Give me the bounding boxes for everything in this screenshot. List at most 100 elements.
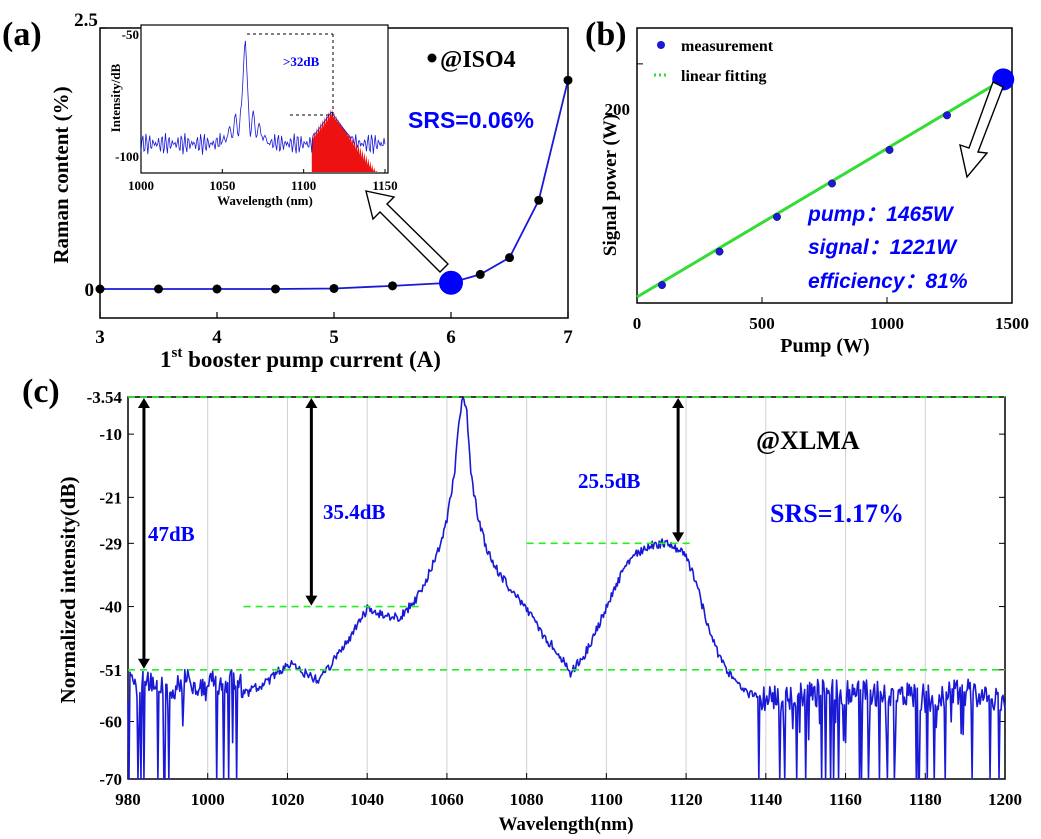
inset-annotation: >32dB	[283, 54, 320, 69]
x-tick-label-a: 3	[95, 327, 105, 348]
y-tick-label-c: -29	[99, 534, 122, 553]
legend-label-fit: linear fitting	[681, 68, 766, 85]
data-point-a	[95, 284, 105, 294]
srs-annotation-a: SRS=0.06%	[408, 107, 534, 133]
measurement-point-b	[942, 111, 952, 120]
data-point-a	[563, 75, 573, 85]
data-point-a	[329, 283, 339, 293]
y-tick-label-c: -10	[99, 425, 122, 444]
y-tick-label-c: -70	[99, 770, 122, 789]
data-point-a	[534, 195, 544, 205]
axes-frame-c	[127, 396, 1006, 780]
data-point-a	[388, 281, 397, 291]
panel-label-b: (b)	[585, 16, 627, 53]
x-tick-label-c: 1060	[430, 790, 464, 809]
legend-text-a: @ISO4	[440, 47, 516, 73]
arrow-label-25db: 25.5dB	[578, 469, 640, 493]
inset-x-axis-label: Wavelength (nm)	[217, 193, 313, 208]
legend-text-c: @XLMA	[756, 426, 860, 455]
data-point-a	[212, 284, 222, 294]
x-axis-label-b: Pump (W)	[780, 335, 869, 357]
x-tick-label-c: 1100	[590, 790, 623, 809]
x-tick-label-a: 7	[563, 327, 573, 348]
y-tick-label-c: -51	[99, 661, 122, 680]
inset-spectrum-line	[140, 40, 386, 155]
data-point-a	[475, 269, 485, 279]
callout-arrow-b	[959, 81, 1004, 179]
srs-annotation-c: SRS=1.17%	[770, 499, 904, 528]
x-tick-label-b: 1500	[995, 314, 1029, 333]
y-tick-label-a: 0	[85, 280, 95, 301]
x-tick-label-a: 6	[446, 327, 456, 348]
legend-marker-measurement	[657, 41, 665, 49]
data-point-a	[271, 284, 280, 294]
arrow-head-top-c	[305, 398, 318, 408]
legend-marker-a	[427, 53, 437, 63]
x-axis-label-a: 1st booster pump current (A)	[160, 345, 441, 372]
y-tick-label-c: -3.54	[87, 388, 123, 407]
inset-y-axis-label: Intensity/dB	[108, 63, 123, 132]
inset-x-tick-label: 1050	[209, 178, 235, 193]
y-tick-label-b: 200	[605, 100, 631, 119]
measurement-point-b	[827, 179, 837, 188]
y-tick-label-c: -40	[99, 598, 122, 617]
y-tick-label-c: -21	[99, 488, 122, 507]
arrow-label-47db: 47dB	[148, 522, 195, 546]
x-axis-label-c: Wavelength(nm)	[498, 814, 633, 835]
x-tick-label-c: 1200	[988, 790, 1022, 809]
x-tick-label-c: 1160	[829, 790, 862, 809]
arrow-head-top-c	[672, 398, 685, 408]
arrow-head-bottom-c	[305, 595, 318, 606]
x-tick-label-b: 500	[749, 314, 775, 333]
arrow-head-top-c	[137, 398, 150, 408]
annotation-efficiency-b: efficiency：81%	[808, 270, 968, 293]
x-tick-label-c: 1080	[510, 790, 544, 809]
annotation-pump-b: pump：1465W	[807, 203, 955, 226]
inset-x-tick-label: 1100	[291, 178, 316, 193]
arrow-label-35db: 35.4dB	[323, 500, 385, 524]
legend-label-measurement: measurement	[681, 38, 774, 55]
panel-label-c: (c)	[22, 373, 60, 410]
x-tick-label-c: 1040	[350, 790, 384, 809]
inset-y-tick-label: -100	[115, 149, 139, 164]
data-point-a	[505, 253, 514, 263]
inset-y-tick-label: -50	[122, 27, 139, 42]
x-tick-label-c: 1020	[270, 790, 304, 809]
y-axis-label-a: Raman content (%)	[49, 86, 73, 263]
arrow-head-bottom-c	[137, 658, 150, 669]
x-tick-label-b: 0	[633, 314, 642, 333]
plot-layer	[95, 24, 1015, 780]
x-tick-label-c: 1180	[909, 790, 942, 809]
x-tick-label-c: 1000	[191, 790, 225, 809]
annotation-signal-b: signal：1221W	[808, 236, 958, 259]
grid-layer	[207, 397, 926, 779]
y-tick-label-a: 2.5	[74, 10, 98, 31]
data-point-a	[154, 284, 163, 294]
x-axis-label-a-pre: 1	[160, 347, 172, 372]
text-layer: (a) (b) (c) 3 4 5 6 7 0 2.5 1st booster pump curre…	[2, 10, 1029, 835]
measurement-point-b	[772, 212, 782, 221]
x-axis-label-a-sup: st	[172, 345, 183, 361]
panel-label-a: (a)	[2, 16, 42, 53]
inset-x-tick-label: 1150	[372, 178, 397, 193]
inset-x-tick-label: 1000	[128, 178, 154, 193]
x-tick-label-c: 1120	[670, 790, 703, 809]
callout-arrow-a	[365, 190, 449, 273]
x-tick-label-a: 5	[329, 327, 339, 348]
y-tick-label-c: -60	[99, 713, 122, 732]
axes-frame-b	[636, 27, 1013, 304]
x-tick-label-c: 1140	[749, 790, 782, 809]
x-tick-label-c: 980	[115, 790, 141, 809]
measurement-point-b	[715, 247, 724, 256]
x-tick-label-b: 1000	[870, 314, 904, 333]
y-axis-label-c: Normalized intensity(dB)	[56, 477, 80, 704]
x-tick-label-a: 4	[212, 327, 222, 348]
fit-line-b	[636, 78, 1005, 299]
measurement-point-b	[885, 145, 894, 155]
x-axis-label-a-post: booster pump current (A)	[182, 347, 441, 372]
arrow-head-bottom-c	[672, 532, 685, 543]
highlight-point-a	[439, 270, 463, 295]
spectrum-line-c	[127, 397, 1006, 780]
raman-band-fill	[311, 109, 385, 172]
